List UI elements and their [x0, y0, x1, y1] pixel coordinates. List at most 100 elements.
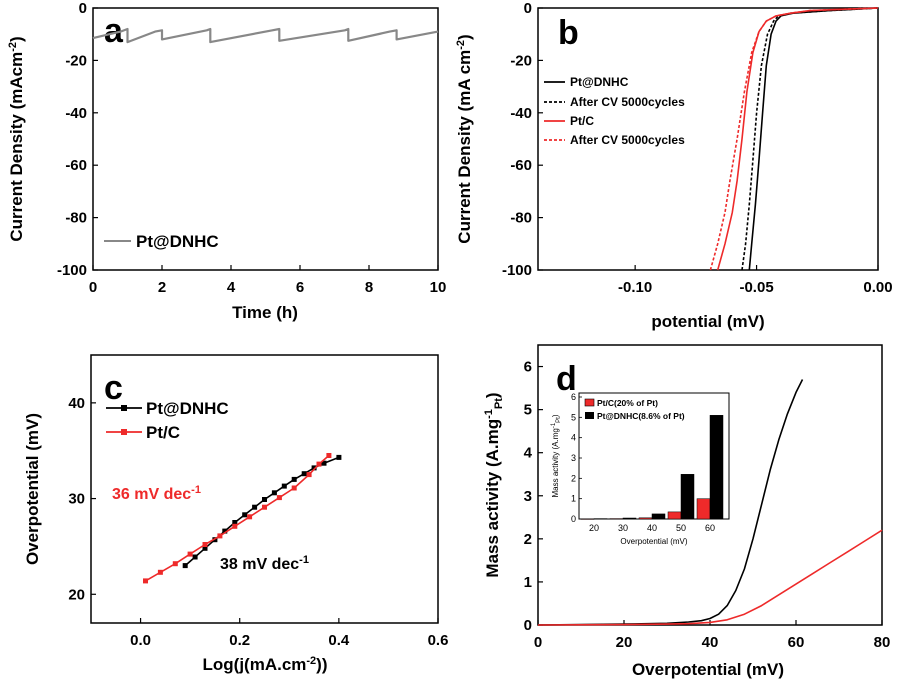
panel-c-annotation-red: 36 mV dec-1 — [112, 484, 201, 503]
inset-ytick-label-2: 2 — [571, 473, 576, 483]
panel-c-legend-marker-1 — [121, 405, 127, 411]
panel-c-point-pt-dnhc-14 — [321, 460, 327, 466]
inset-xtick-label-0: 20 — [589, 523, 599, 533]
panel-c-xtick-label-1: 0.2 — [229, 632, 250, 649]
panel-c-point-pt-c-10 — [291, 485, 297, 491]
panel-c-legend-label-2: Pt/C — [146, 423, 180, 442]
inset-xticks: 20 30 40 50 60 — [589, 523, 715, 533]
panel-a-xticks: 0 2 4 6 8 10 — [89, 265, 447, 296]
panel-d-ytick-label-6: 6 — [524, 359, 532, 376]
panel-c-xlabel: Log(j(mA.cm-2)) — [203, 655, 328, 674]
panel-b-ytick-label-5: -100 — [502, 262, 532, 279]
panel-b-xtick-label-0: -0.10 — [618, 279, 652, 296]
panel-b-ylabel: Current Density (mA cm-2) — [455, 34, 474, 243]
panel-d-xlabel: Overpotential (mV) — [632, 660, 784, 679]
inset-bar-pt-dnhc-60 — [709, 415, 724, 520]
panel-b-ytick-label-3: -60 — [510, 157, 532, 174]
inset-legend-label-2: Pt@DNHC(8.6% of Pt) — [597, 411, 685, 421]
inset-ytick-label-0: 0 — [571, 514, 576, 524]
panel-b-legend-label-1: Pt@DNHC — [570, 75, 629, 89]
panel-c-xticks: 0.0 0.2 0.4 0.6 — [130, 618, 448, 649]
panel-c-ylabel: Overpotential (mV) — [23, 413, 42, 565]
inset-legend: Pt/C(20% of Pt) Pt@DNHC(8.6% of Pt) — [584, 398, 685, 421]
panel-c-point-pt-c-2 — [172, 561, 178, 567]
panel-c-point-pt-dnhc-6 — [242, 512, 248, 518]
panel-a-ytick-label-5: -100 — [57, 262, 87, 279]
panel-b-ytick-label-4: -80 — [510, 210, 532, 227]
panel-d-ytick-label-4: 4 — [524, 445, 533, 462]
panel-c-point-pt-dnhc-5 — [232, 520, 238, 525]
inset-legend-swatch-2 — [585, 412, 594, 419]
panel-c-point-pt-c-7 — [247, 514, 253, 520]
panel-c-point-pt-c-11 — [306, 472, 312, 478]
panel-c-xtick-label-2: 0.4 — [328, 632, 350, 649]
panel-b-ytick-label-0: 0 — [524, 0, 532, 17]
inset-bar-pt-dnhc-30 — [622, 517, 637, 520]
panel-d-xtick-label-4: 80 — [874, 634, 891, 651]
panel-d-ytick-label-3: 3 — [524, 488, 532, 505]
panel-a-ylabel: Current Density (mAcm-2) — [7, 36, 26, 241]
panel-b-series-pt-dnhc-after-cv — [741, 7, 879, 271]
panel-c-point-pt-dnhc-13 — [311, 465, 317, 471]
panel-c-point-pt-dnhc-11 — [291, 476, 297, 482]
panel-b-frame — [537, 7, 879, 271]
panel-c-point-pt-dnhc-4 — [222, 528, 228, 534]
panel-d-marks — [537, 379, 883, 626]
panel-d-ytick-label-5: 5 — [524, 402, 532, 419]
inset-bar-pt-dnhc-40 — [651, 513, 666, 520]
panel-c-yticks: 20 30 40 — [68, 395, 96, 603]
inset-xtick-label-1: 30 — [618, 523, 628, 533]
panel-c-series-pt-dnhc — [184, 456, 340, 567]
panel-c-point-pt-c-6 — [232, 523, 238, 529]
inset-bar-pt-dnhc-50 — [680, 474, 695, 520]
panel-a-ytick-label-2: -40 — [65, 105, 87, 122]
inset-ytick-label-5: 5 — [571, 412, 576, 422]
panel-d-series-pt-c — [537, 529, 883, 626]
inset-frame — [578, 392, 730, 520]
panel-c-xtick-label-0: 0.0 — [130, 632, 151, 649]
panel-b-legend: Pt@DNHC After CV 5000cycles Pt/C After C… — [544, 75, 685, 147]
panel-b-series-pt-c — [716, 7, 879, 271]
panel-b-ytick-label-2: -40 — [510, 105, 532, 122]
inset-xlabel: Overpotential (mV) — [620, 537, 687, 546]
panel-a-marks — [92, 27, 439, 44]
panel-b-legend-label-3: Pt/C — [570, 114, 594, 128]
panel-d-ylabel: Mass activity (A.mg-1Pt) — [483, 392, 505, 577]
panel-a-xlabel: Time (h) — [232, 303, 298, 322]
inset-ylabel: Mass activity (A.mg-1Pt) — [551, 414, 562, 497]
panel-c-ytick-label-1: 30 — [68, 491, 85, 508]
panel-c-point-pt-c-13 — [326, 453, 332, 458]
panel-b-series-pt-dnhc — [748, 7, 879, 271]
panel-d-yticks: 0 1 2 3 4 5 6 — [524, 359, 543, 634]
panel-a-xtick-label-5: 10 — [430, 279, 447, 296]
inset-xtick-label-4: 60 — [705, 523, 715, 533]
panel-c-point-pt-dnhc-10 — [281, 483, 287, 489]
panel-a-xtick-label-1: 2 — [158, 279, 166, 296]
panel-a-yticks: 0 -20 -40 -60 -80 -100 — [57, 0, 98, 279]
panel-a-ytick-label-4: -80 — [65, 210, 87, 227]
panel-b: b 0 -20 -40 -60 -80 -100 -0.10 -0.05 0.00 poten… — [455, 0, 893, 331]
panel-c-letter: c — [104, 369, 123, 407]
inset-bars — [580, 415, 724, 520]
panel-c-point-pt-c-12 — [316, 461, 322, 467]
panel-c-point-pt-c-0 — [143, 578, 148, 584]
panel-a-ytick-label-1: -20 — [65, 52, 87, 69]
panel-a-xtick-label-3: 6 — [296, 279, 304, 296]
panel-c-annotation-black: 38 mV dec-1 — [220, 554, 309, 573]
panel-d-ytick-label-2: 2 — [524, 531, 532, 548]
panel-a-legend: Pt@DNHC — [104, 232, 219, 251]
panel-c-point-pt-c-8 — [262, 504, 267, 510]
panel-c-ytick-label-2: 40 — [68, 395, 85, 412]
panel-b-yticks: 0 -20 -40 -60 -80 -100 — [502, 0, 543, 279]
panel-b-xtick-label-2: 0.00 — [863, 279, 892, 296]
panel-b-xtick-label-1: -0.05 — [739, 279, 773, 296]
panel-d-xtick-label-1: 20 — [616, 634, 633, 651]
panel-c-point-pt-dnhc-8 — [262, 497, 267, 502]
panel-c-point-pt-dnhc-9 — [271, 490, 277, 496]
inset-ytick-label-1: 1 — [571, 494, 576, 504]
panel-a-xtick-label-2: 4 — [227, 279, 236, 296]
inset-legend-swatch-1 — [584, 398, 595, 407]
panel-a-ytick-label-0: 0 — [79, 0, 87, 17]
